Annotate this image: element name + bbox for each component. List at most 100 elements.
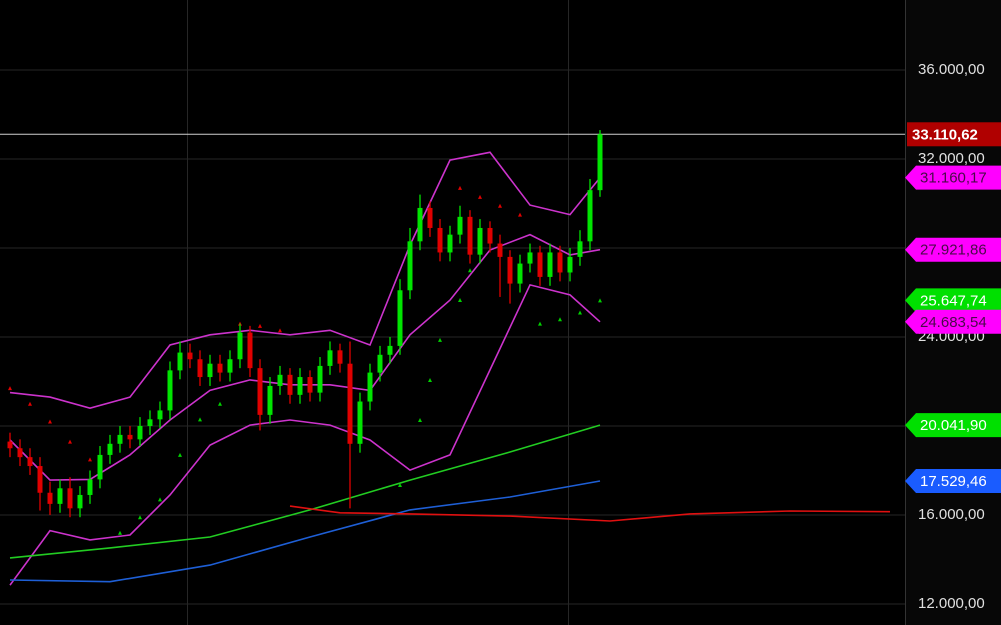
candle-body	[597, 134, 603, 191]
candle-body	[387, 345, 393, 355]
candle-body	[7, 441, 13, 449]
candle-body	[57, 488, 63, 504]
sar-dot	[578, 310, 582, 315]
candle-body	[97, 454, 103, 480]
candle-body	[417, 207, 423, 242]
candle-body	[327, 350, 333, 366]
sar-dot	[558, 317, 562, 322]
price-tag	[905, 468, 1001, 493]
candle-body	[267, 385, 273, 415]
candle-body	[87, 479, 93, 495]
sar-dot	[88, 457, 92, 462]
price-tag-label: 27.921,86	[920, 242, 987, 259]
price-tag	[905, 288, 1001, 313]
candle-body	[197, 359, 203, 378]
candle-body	[357, 401, 363, 444]
candle-body	[317, 365, 323, 393]
candle-body	[257, 368, 263, 415]
candle-body	[307, 377, 313, 393]
plot	[7, 130, 891, 586]
candle-body	[67, 488, 73, 509]
candle-body	[227, 359, 233, 373]
price-tag	[905, 309, 1001, 334]
candle-body	[447, 234, 453, 253]
sar-dot	[178, 452, 182, 457]
indicator-line	[9, 424, 601, 559]
sar-dot	[438, 337, 442, 342]
indicator-line	[9, 151, 601, 410]
indicator-line	[9, 283, 601, 586]
price-tag-label: 33.110,62	[912, 126, 978, 143]
candle-body	[497, 243, 503, 257]
price-tag	[905, 413, 1001, 438]
candle-body	[17, 448, 23, 458]
sar-dot	[478, 194, 482, 199]
price-tag-label: 31.160,17	[920, 170, 987, 187]
candle-body	[367, 372, 373, 402]
sar-dot	[278, 328, 282, 333]
candle-body	[467, 216, 473, 255]
y-tick-label: 16.000,00	[918, 506, 985, 523]
candle-body	[407, 241, 413, 291]
candle-body	[117, 434, 123, 444]
candle-body	[397, 290, 403, 346]
sar-dot	[498, 203, 502, 208]
price-tag	[907, 122, 1001, 147]
candle-body	[577, 241, 583, 257]
candle-body	[187, 352, 193, 360]
candle-body	[517, 263, 523, 284]
candle-body	[177, 352, 183, 371]
candle-body	[457, 216, 463, 235]
candle-body	[557, 252, 563, 273]
sar-dot	[458, 185, 462, 190]
candle-body	[287, 374, 293, 395]
sar-dot	[158, 497, 162, 502]
candle-body	[587, 190, 593, 242]
price-tag-label: 17.529,46	[920, 473, 987, 490]
candle-body	[137, 425, 143, 440]
y-tick-label: 12.000,00	[918, 595, 985, 612]
sar-dot	[258, 323, 262, 328]
candle-body	[217, 363, 223, 373]
price-tag-label: 25.647,74	[920, 292, 987, 309]
price-tag	[905, 165, 1001, 190]
candle-body	[157, 410, 163, 420]
y-tick-label: 32.000,00	[918, 150, 985, 167]
sar-dot	[458, 298, 462, 303]
price-tag-label: 24.683,54	[920, 314, 987, 331]
candle-body	[107, 443, 113, 455]
indicator-line	[9, 480, 601, 583]
sar-dot	[418, 417, 422, 422]
candle-body	[487, 227, 493, 244]
candle-body	[207, 363, 213, 378]
sar-dot	[8, 386, 12, 391]
candle-body	[477, 227, 483, 255]
candle-body	[437, 227, 443, 253]
candle-body	[297, 377, 303, 395]
candle-body	[567, 256, 573, 273]
sar-dot	[28, 401, 32, 406]
sar-dot	[538, 321, 542, 326]
candle-body	[427, 207, 433, 228]
price-tags: 33.110,62 31.160,17 27.921,86 25.647,74 24.6…	[905, 122, 1001, 493]
candle-body	[527, 252, 533, 264]
sar-dot	[398, 482, 402, 487]
candle-body	[547, 252, 553, 277]
sar-dot	[68, 439, 72, 444]
candle-body	[337, 350, 343, 364]
candle-body	[277, 374, 283, 386]
sar-dot	[598, 298, 602, 303]
indicator-line	[289, 505, 891, 522]
candle-body	[347, 363, 353, 444]
candle-body	[27, 457, 33, 467]
sar-dot	[48, 419, 52, 424]
candle-body	[37, 466, 43, 493]
candle-body	[537, 252, 543, 277]
y-tick-label: 36.000,00	[918, 61, 985, 78]
sar-dot	[118, 530, 122, 535]
candle-body	[47, 492, 53, 504]
sar-dot	[518, 212, 522, 217]
